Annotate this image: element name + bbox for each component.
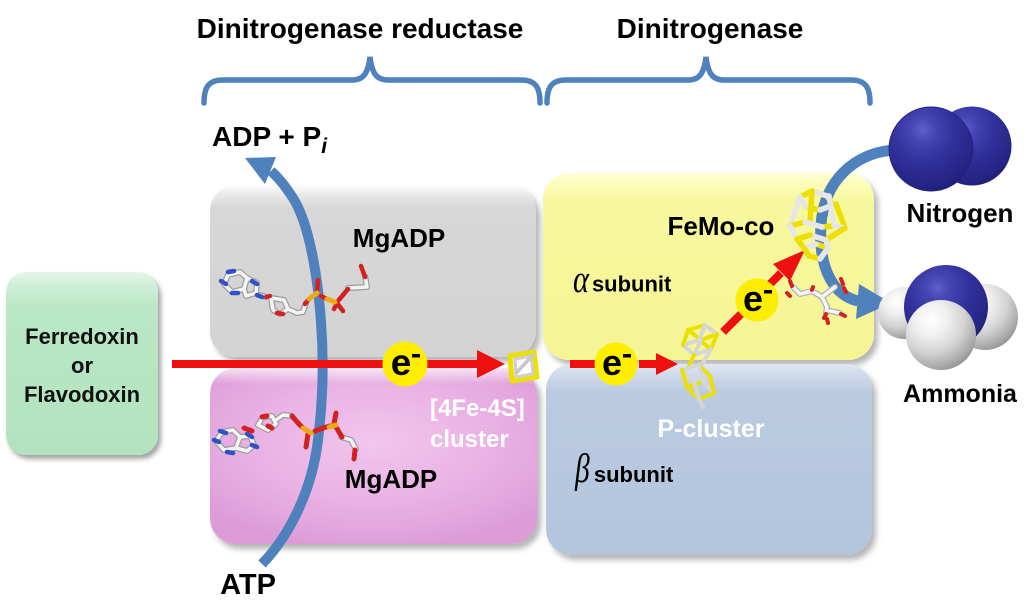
svg-text:e: e (743, 278, 763, 319)
svg-text:e: e (391, 342, 412, 383)
svg-text:e: e (602, 342, 622, 383)
